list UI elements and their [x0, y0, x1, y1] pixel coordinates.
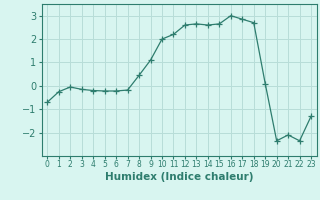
- X-axis label: Humidex (Indice chaleur): Humidex (Indice chaleur): [105, 172, 253, 182]
